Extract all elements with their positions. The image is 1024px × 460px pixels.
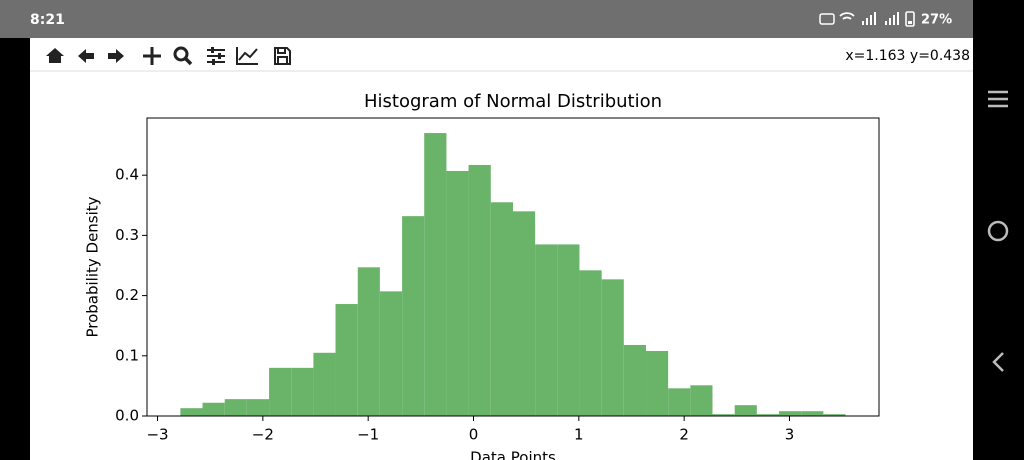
histogram-bar xyxy=(224,399,247,416)
status-bar xyxy=(0,0,973,38)
histogram-bar xyxy=(535,244,558,416)
histogram-bar xyxy=(446,170,469,416)
battery-level: 27% xyxy=(921,13,952,28)
axes-frame xyxy=(146,117,880,417)
y-tick-label: 0.1 xyxy=(115,346,139,364)
histogram-bar xyxy=(601,279,624,416)
home-button[interactable] xyxy=(46,48,64,63)
histogram-bar xyxy=(402,216,425,416)
home-nav-button[interactable] xyxy=(987,220,1009,242)
histogram-bar xyxy=(269,367,292,416)
cursor-coordinates: x=1.163 y=0.438 xyxy=(845,48,970,64)
save-button[interactable] xyxy=(274,47,291,65)
histogram-bar xyxy=(468,164,491,416)
back-button[interactable] xyxy=(78,49,94,63)
histogram-bar xyxy=(313,352,336,416)
y-tick-label: 0.3 xyxy=(115,226,139,244)
histogram-bar xyxy=(779,411,802,416)
histogram-bar xyxy=(291,367,314,416)
status-time: 8:21 xyxy=(30,12,65,28)
nav-bar xyxy=(987,90,1009,372)
histogram-bar xyxy=(490,202,513,416)
histogram-bar xyxy=(823,414,846,416)
menu-button[interactable] xyxy=(988,90,1008,108)
x-tick-label: 2 xyxy=(679,426,689,444)
histogram-bar xyxy=(579,270,602,416)
histogram-bar xyxy=(246,399,270,416)
histogram-bar xyxy=(557,244,580,416)
histogram-bar xyxy=(335,304,358,416)
x-tick-label: −2 xyxy=(252,426,274,444)
forward-button[interactable] xyxy=(108,49,124,63)
x-tick-label: −3 xyxy=(146,426,168,444)
x-tick-label: 0 xyxy=(469,426,479,444)
back-nav-button[interactable] xyxy=(992,352,1004,372)
histogram-bar xyxy=(690,385,713,416)
histogram-bar xyxy=(756,414,780,416)
chart-title: Histogram of Normal Distribution xyxy=(364,91,662,112)
y-axis-label: Probability Density xyxy=(84,196,102,337)
x-tick-label: 1 xyxy=(574,426,584,444)
histogram-bar xyxy=(646,350,669,416)
y-tick-label: 0.2 xyxy=(115,286,139,304)
histogram-bar xyxy=(180,408,203,416)
configure-button[interactable] xyxy=(207,47,225,65)
histogram-bar xyxy=(513,211,536,416)
pan-button[interactable] xyxy=(143,47,161,65)
status-icons xyxy=(819,11,915,27)
histogram-bar xyxy=(668,388,691,416)
histogram-bar xyxy=(357,267,380,416)
x-axis-label: Data Points xyxy=(470,449,556,460)
chart: Histogram of Normal Distribution Data Po… xyxy=(84,91,880,460)
y-tick-label: 0.4 xyxy=(115,166,139,184)
histogram-bar xyxy=(801,411,824,416)
histogram-bar xyxy=(379,291,403,416)
toolbar xyxy=(30,38,973,71)
x-tick-label: 3 xyxy=(785,426,795,444)
x-tick-label: −1 xyxy=(357,426,379,444)
histogram-bar xyxy=(623,344,647,416)
zoom-button[interactable] xyxy=(173,46,193,66)
histogram-bar xyxy=(424,133,447,416)
edit-axes-button[interactable] xyxy=(236,47,258,65)
histogram-bar xyxy=(202,402,225,416)
toolbar-icons xyxy=(46,46,291,66)
histogram-bar xyxy=(712,414,735,416)
histogram-bar xyxy=(734,405,757,416)
y-tick-label: 0.0 xyxy=(115,407,139,425)
